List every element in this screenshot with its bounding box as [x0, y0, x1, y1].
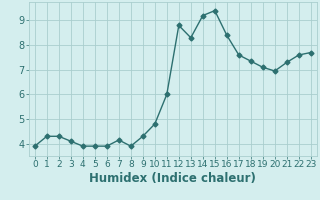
X-axis label: Humidex (Indice chaleur): Humidex (Indice chaleur) — [89, 172, 256, 185]
